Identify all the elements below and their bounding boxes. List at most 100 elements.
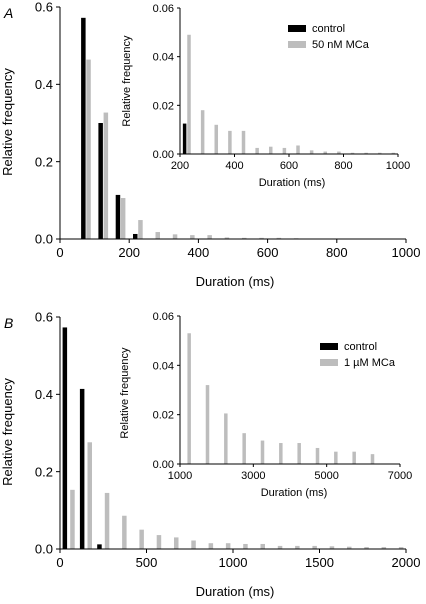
inset-b-bar-mca — [352, 451, 356, 464]
main-a-bar-mca — [155, 232, 160, 239]
main-xlabel-a: Duration (ms) — [196, 274, 275, 289]
inset-b-bar-mca — [224, 413, 228, 464]
inset-b-bar-mca — [279, 443, 283, 464]
main-a-x-tick-label: 0 — [56, 245, 63, 260]
legend-swatch-control-b — [320, 343, 338, 350]
main-b-bar-mca — [398, 547, 404, 549]
main-a-bar-mca — [190, 235, 195, 239]
main-b-y-tick-label: 0.6 — [35, 310, 53, 325]
legend-swatch-control-a — [288, 25, 306, 32]
inset-plot-a: Relative frequency Duration (ms) 200 400 6… — [121, 3, 410, 189]
inset-xlabel-a: Duration (ms) — [259, 177, 326, 189]
main-a-x-tick-label: 800 — [326, 245, 348, 260]
main-b-x-tick-label: 2000 — [392, 555, 421, 570]
inset-a-x-tick-label: 200 — [171, 160, 189, 172]
main-b-bar-mca — [295, 545, 300, 549]
main-a-bar-control — [115, 194, 121, 239]
main-b-x-tick-label: 1000 — [219, 555, 248, 570]
inset-a-y-tick-label: 0.04 — [153, 52, 174, 64]
inset-a-y-tick-label: 0.06 — [153, 3, 174, 15]
main-bars-a — [81, 17, 403, 240]
main-a-bar-mca — [224, 237, 230, 239]
inset-a-bar-mca — [309, 150, 314, 154]
inset-a-bar-mca — [391, 152, 396, 154]
inset-b-bar-mca — [297, 443, 301, 464]
main-axes-a: 0 200 400 600 800 1000 0.0 0.2 0.4 0.6 — [35, 0, 421, 260]
inset-a-bar-mca — [269, 146, 273, 154]
inset-b-y-tick-label: 0.00 — [153, 459, 174, 471]
inset-background-b — [180, 316, 400, 464]
main-a-x-tick-label: 200 — [118, 245, 140, 260]
main-plot-b: 0 500 1000 1500 2000 0.0 0.2 0.4 0.6 — [35, 310, 421, 570]
main-b-bar-mca — [122, 515, 127, 549]
main-axes-b: 0 500 1000 1500 2000 0.0 0.2 0.4 0.6 — [35, 310, 421, 570]
inset-b-y-tick-label: 0.02 — [153, 410, 174, 422]
main-b-bar-mca — [156, 535, 162, 549]
main-a-bar-mca — [86, 59, 91, 240]
inset-b-bar-mca — [334, 451, 338, 464]
main-b-bar-mca — [381, 547, 387, 549]
legend-a: control 50 nM MCa — [288, 23, 370, 51]
main-b-bar-mca — [243, 543, 248, 549]
main-b-bar-mca — [312, 545, 317, 549]
main-b-bar-mca — [329, 546, 335, 549]
inset-a-bar-mca — [187, 34, 191, 154]
main-b-x-tick-label: 1500 — [305, 555, 334, 570]
inset-a-y-tick-label: 0.00 — [153, 149, 174, 161]
main-ylabel-a: Relative frequency — [0, 68, 15, 176]
panel-label-b: B — [4, 315, 13, 331]
main-b-bar-mca — [87, 442, 92, 549]
inset-a-bar-mca — [337, 151, 341, 154]
inset-b-x-tick-label: 5000 — [314, 470, 338, 482]
inset-a-x-tick-label: 800 — [334, 160, 352, 172]
main-b-bar-mca — [104, 492, 110, 549]
inset-a-bar-mca — [323, 151, 328, 154]
main-b-bar-mca — [225, 543, 231, 549]
main-b-y-tick-label: 0.2 — [35, 464, 53, 479]
legend-label-control-b: control — [344, 341, 377, 353]
main-ylabel-b: Relative frequency — [0, 378, 15, 486]
main-a-y-tick-label: 0.0 — [35, 232, 53, 247]
main-a-bar-mca — [120, 198, 126, 239]
main-b-x-tick-label: 500 — [136, 555, 158, 570]
main-a-y-tick-label: 0.2 — [35, 154, 53, 169]
main-xlabel-b: Duration (ms) — [196, 584, 275, 599]
inset-ylabel-b: Relative frequency — [119, 347, 131, 439]
main-b-bar-control — [79, 388, 85, 549]
main-bars-b — [62, 327, 404, 549]
legend-label-mca-a: 50 nM MCa — [312, 39, 370, 51]
panel-b: B Relative frequency Duration (ms) 0 500 1… — [0, 310, 420, 599]
main-b-bar-mca — [277, 545, 283, 549]
main-a-x-tick-label: 600 — [257, 245, 279, 260]
main-a-bar-control — [98, 123, 103, 239]
main-a-x-tick-label: 1000 — [392, 245, 421, 260]
main-b-bar-mca — [347, 546, 352, 549]
main-b-x-tick-label: 0 — [56, 555, 63, 570]
main-b-bar-mca — [174, 537, 179, 549]
main-b-bar-control — [97, 544, 102, 549]
inset-b-bar-mca — [315, 447, 320, 464]
main-plot-a: 0 200 400 600 800 1000 0.0 0.2 0.4 0.6 — [35, 0, 421, 260]
inset-a-bar-mca — [282, 147, 287, 154]
inset-ylabel-a: Relative frequency — [121, 35, 133, 127]
panel-label-a: A — [3, 5, 13, 21]
inset-b-bar-mca — [370, 454, 375, 464]
inset-a-y-tick-label: 0.02 — [153, 100, 174, 112]
inset-xlabel-b: Duration (ms) — [261, 487, 328, 499]
main-a-bar-mca — [259, 237, 264, 239]
legend-b: control 1 µM MCa — [320, 341, 396, 369]
inset-a-bar-mca — [364, 152, 368, 154]
inset-b-x-tick-label: 7000 — [388, 470, 412, 482]
inset-a-bar-control — [182, 123, 187, 154]
inset-axes-b: 1000 3000 5000 7000 0.00 0.02 0.04 0.06 — [153, 311, 413, 482]
inset-a-bar-mca — [350, 152, 355, 154]
inset-b-bar-mca — [205, 385, 210, 464]
main-b-y-tick-label: 0.0 — [35, 542, 53, 557]
main-a-bar-mca — [172, 234, 178, 239]
inset-b-y-tick-label: 0.04 — [153, 360, 174, 372]
inset-bars-a — [182, 34, 396, 154]
inset-a-bar-mca — [241, 130, 246, 154]
main-a-bar-control — [81, 17, 86, 239]
main-b-bar-mca — [139, 529, 144, 549]
